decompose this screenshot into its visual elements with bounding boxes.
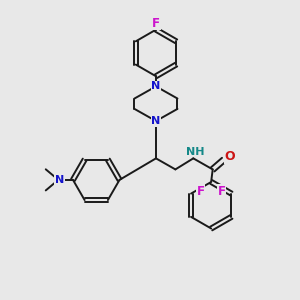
Text: O: O — [224, 150, 235, 163]
Text: F: F — [218, 185, 226, 198]
Text: N: N — [151, 81, 160, 91]
Text: F: F — [152, 16, 160, 30]
Text: N: N — [55, 175, 64, 184]
Text: F: F — [196, 185, 205, 198]
Text: NH: NH — [185, 147, 204, 157]
Text: N: N — [151, 116, 160, 126]
